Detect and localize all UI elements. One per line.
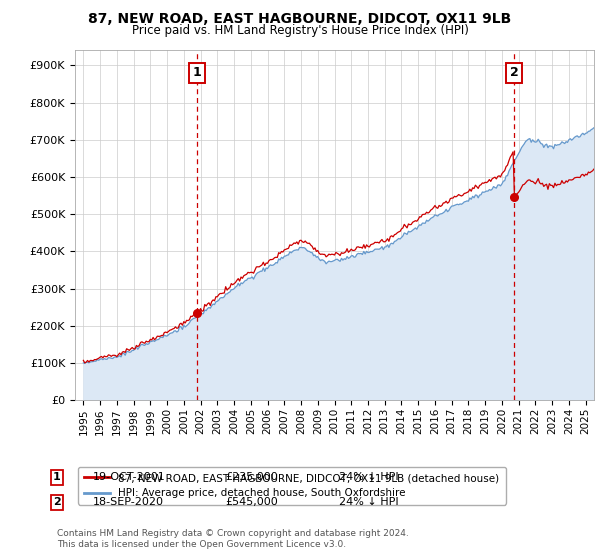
Legend: 87, NEW ROAD, EAST HAGBOURNE, DIDCOT, OX11 9LB (detached house), HPI: Average pr: 87, NEW ROAD, EAST HAGBOURNE, DIDCOT, OX… <box>77 467 506 505</box>
Text: 87, NEW ROAD, EAST HAGBOURNE, DIDCOT, OX11 9LB: 87, NEW ROAD, EAST HAGBOURNE, DIDCOT, OX… <box>88 12 512 26</box>
Text: 1: 1 <box>53 472 61 482</box>
Text: Price paid vs. HM Land Registry's House Price Index (HPI): Price paid vs. HM Land Registry's House … <box>131 24 469 36</box>
Text: 19-OCT-2001: 19-OCT-2001 <box>93 472 166 482</box>
Text: 18-SEP-2020: 18-SEP-2020 <box>93 497 164 507</box>
Text: 24% ↓ HPI: 24% ↓ HPI <box>339 472 398 482</box>
Text: 24% ↓ HPI: 24% ↓ HPI <box>339 497 398 507</box>
Text: 2: 2 <box>509 66 518 80</box>
Text: 1: 1 <box>193 66 202 80</box>
Text: £545,000: £545,000 <box>225 497 278 507</box>
Text: Contains HM Land Registry data © Crown copyright and database right 2024.
This d: Contains HM Land Registry data © Crown c… <box>57 529 409 549</box>
Text: 2: 2 <box>53 497 61 507</box>
Text: £235,000: £235,000 <box>225 472 278 482</box>
